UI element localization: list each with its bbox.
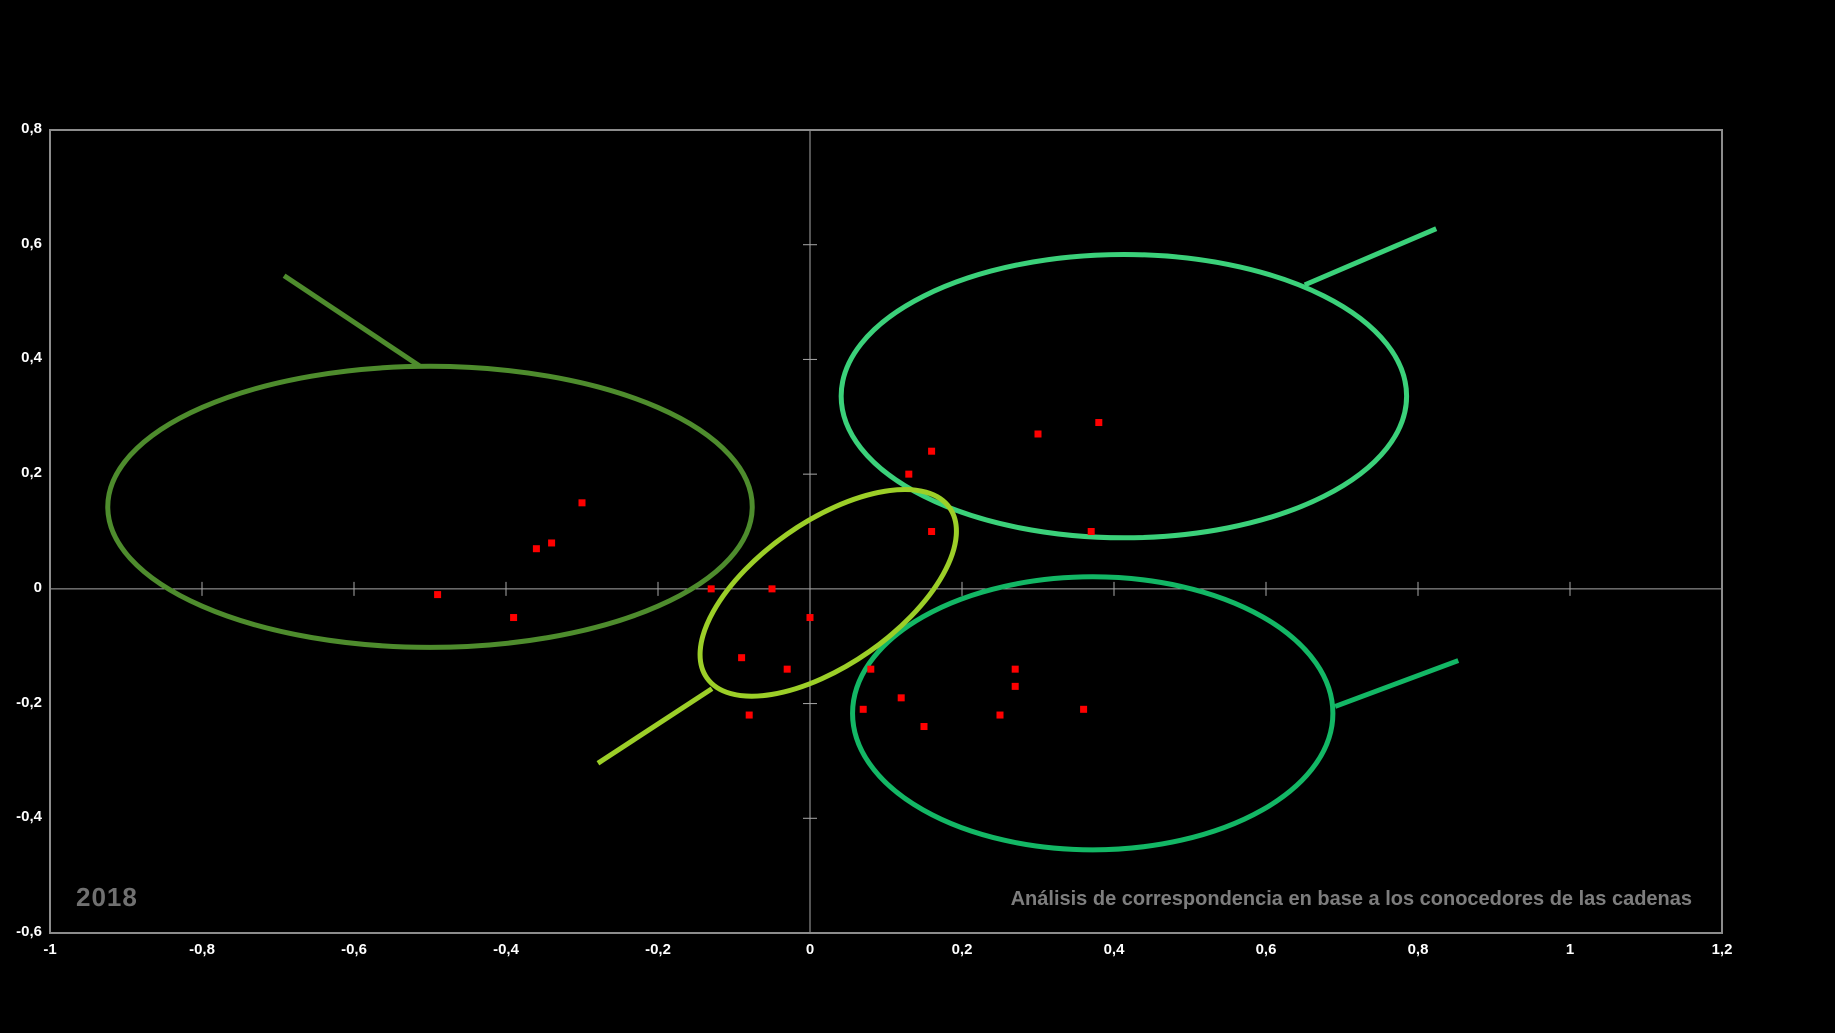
data-point	[920, 723, 928, 731]
x-axis-label: -0,6	[341, 941, 367, 958]
x-axis-label: -0,4	[493, 941, 519, 958]
data-point	[859, 705, 867, 713]
y-axis-label: 0,8	[21, 120, 42, 137]
x-axis-label: -0,2	[645, 941, 671, 958]
x-axis-label: 0,6	[1255, 941, 1277, 958]
y-axis-label: 0,4	[21, 349, 42, 367]
y-axis-label: 0,2	[21, 464, 42, 482]
data-point	[928, 528, 936, 535]
data-point	[1011, 665, 1019, 673]
x-axis-label: 0,4	[1103, 941, 1125, 958]
data-point	[745, 711, 753, 719]
cluster-ellipse-top-right-cluster	[838, 251, 1410, 541]
data-point	[1034, 430, 1042, 438]
data-point	[707, 585, 715, 593]
data-point	[783, 665, 791, 673]
data-point	[867, 665, 875, 673]
data-point	[897, 694, 905, 702]
data-point	[532, 545, 540, 553]
x-axis-label: 1	[1565, 941, 1575, 958]
y-axis-label: 0	[33, 578, 42, 596]
cluster-ellipse-bottom-right-cluster	[850, 574, 1336, 853]
data-point	[434, 591, 442, 599]
x-axis-label: -1	[43, 941, 57, 958]
cluster-callout-left-cluster	[282, 273, 422, 369]
data-point	[996, 711, 1004, 719]
data-point	[768, 585, 776, 593]
data-point	[928, 447, 936, 455]
cluster-callout-bottom-right-cluster	[1334, 658, 1460, 709]
data-point	[1011, 682, 1019, 690]
x-axis-label: 0,2	[951, 941, 973, 958]
x-axis-label: 1,2	[1711, 941, 1733, 958]
x-axis-label: 0,8	[1407, 941, 1429, 958]
y-axis-label: -0,4	[16, 808, 42, 826]
data-point	[905, 470, 913, 478]
cluster-callout-top-right-cluster	[1303, 226, 1438, 288]
data-point	[806, 614, 814, 622]
x-axis-label: -0,8	[189, 941, 215, 958]
data-point	[738, 654, 746, 662]
cluster-ellipse-center-cluster	[697, 487, 959, 699]
data-point	[578, 499, 586, 507]
data-point	[1080, 705, 1088, 713]
y-axis-label: 0,6	[21, 234, 42, 252]
data-point	[548, 539, 556, 547]
y-axis-label: -0,2	[16, 693, 42, 711]
data-point	[1095, 419, 1103, 427]
cluster-ellipse-left-cluster	[105, 363, 755, 650]
chart-title: Análisis de correspondencia en base a lo…	[1010, 888, 1692, 910]
year-label: 2018	[76, 882, 138, 912]
data-point	[510, 614, 518, 622]
data-point	[1087, 528, 1095, 535]
cluster-callout-center-cluster	[596, 686, 714, 766]
y-axis-label: -0,6	[16, 923, 42, 940]
plot-frame	[49, 129, 1723, 934]
x-axis-label: 0	[805, 941, 815, 958]
